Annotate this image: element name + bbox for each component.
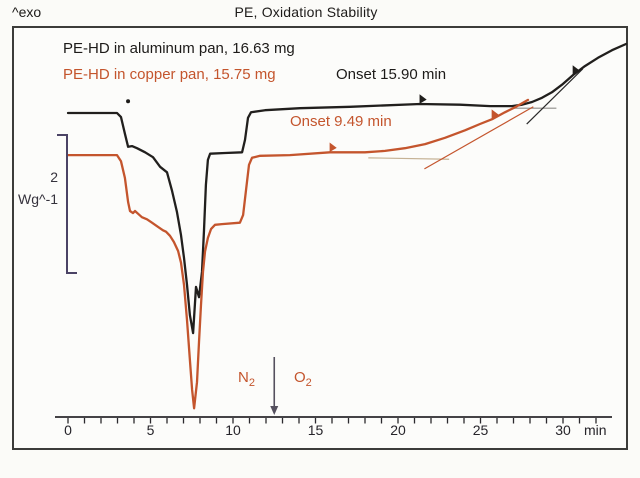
construction-line-baseline-orange: [368, 157, 450, 160]
plot-frame: [12, 26, 628, 450]
axis-tick-label-15: 15: [307, 422, 324, 438]
construction-line-tangent-black: [526, 68, 584, 125]
onset-label-copper: Onset 9.49 min: [290, 113, 392, 130]
legend-copper-pan: PE-HD in copper pan, 15.75 mg: [63, 66, 276, 83]
onset-label-aluminum: Onset 15.90 min: [336, 66, 447, 83]
scale-bar-value: 2: [50, 169, 58, 185]
curve-copper-pan: [66, 98, 530, 410]
curve-marker-2: [329, 142, 337, 153]
artifact-dot: [126, 99, 131, 104]
curve-aluminum-pan: [66, 42, 628, 335]
legend-aluminum-pan: PE-HD in aluminum pan, 16.63 mg: [63, 40, 295, 57]
axis-tick-label-30: 30: [555, 422, 571, 438]
curve-marker-3: [491, 109, 499, 119]
axis-tick-label-5: 5: [146, 422, 155, 438]
axis-tick-label-20: 20: [390, 422, 406, 438]
axis-tick-label-25: 25: [472, 422, 489, 438]
construction-line-tangent-orange: [424, 106, 534, 170]
axis-tick-label-0: 0: [64, 422, 72, 438]
scale-bar-bracket: [57, 134, 77, 274]
curve-marker-0: [419, 94, 427, 104]
curve-marker-1: [572, 65, 580, 75]
scale-bar-unit: Wg^-1: [18, 191, 59, 207]
axis-tick-label-10: 10: [225, 422, 241, 438]
nitrogen-phase-label: N2: [238, 369, 255, 389]
exo-direction-label: ^exo: [12, 4, 42, 20]
gas-switch-arrow-head: [270, 406, 279, 415]
oxygen-phase-label: O2: [294, 369, 312, 389]
axis-unit-label: min: [584, 422, 607, 438]
chart-title: PE, Oxidation Stability: [234, 4, 378, 20]
